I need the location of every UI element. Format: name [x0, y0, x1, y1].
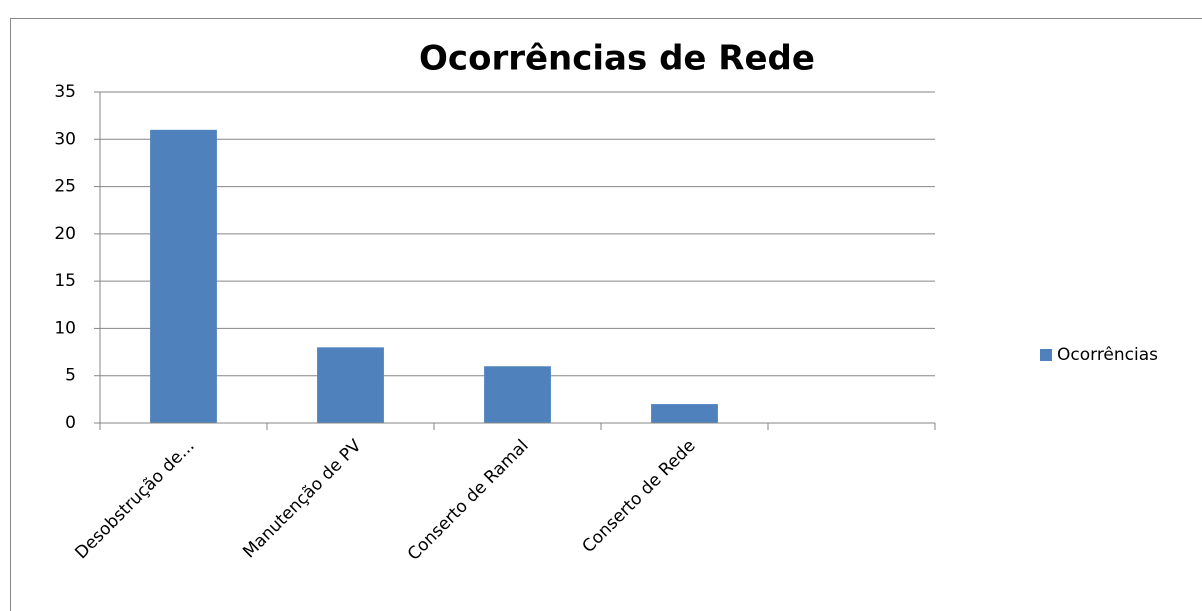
bar	[651, 404, 718, 423]
y-tick-label: 20	[54, 224, 76, 244]
legend-label: Ocorrências	[1057, 345, 1158, 365]
y-tick-label: 25	[54, 177, 76, 197]
legend-swatch	[1040, 349, 1052, 361]
y-tick-label: 30	[54, 129, 76, 149]
bar	[484, 366, 551, 423]
bar	[317, 347, 384, 423]
y-tick-label: 35	[54, 82, 76, 102]
bar	[150, 129, 217, 424]
y-tick-label: 10	[54, 318, 76, 338]
chart-title: Ocorrências de Rede	[419, 39, 815, 79]
y-tick-label: 15	[54, 271, 76, 291]
y-tick-label: 5	[65, 366, 76, 386]
y-tick-label: 0	[65, 413, 76, 433]
